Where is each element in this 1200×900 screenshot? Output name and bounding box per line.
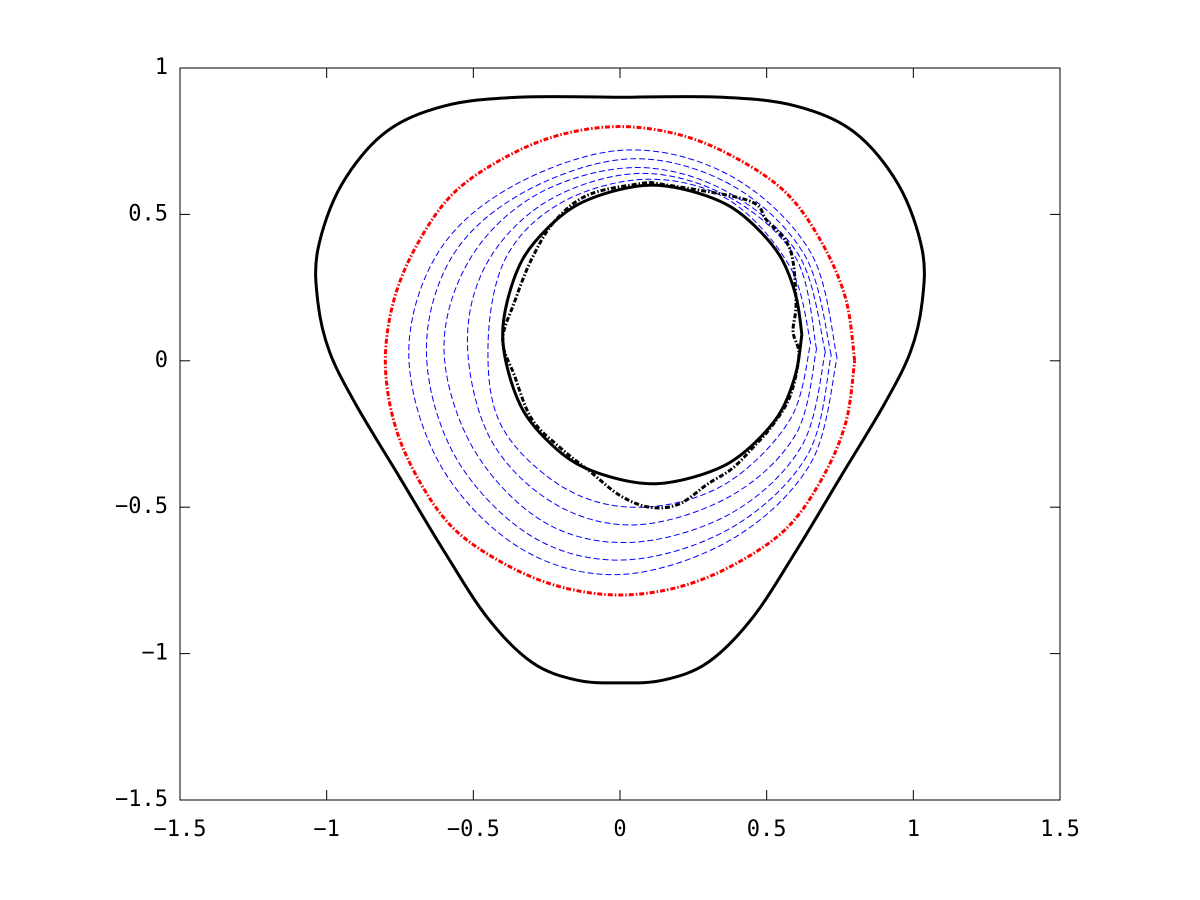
y-tick-label: 0.5 — [128, 201, 168, 226]
curve — [487, 178, 812, 508]
curve — [501, 183, 804, 486]
x-tick-label: −0.5 — [447, 817, 500, 842]
plot-frame — [179, 67, 1061, 801]
curve — [408, 149, 838, 576]
curve — [443, 167, 826, 544]
curve — [501, 180, 801, 510]
x-tick-label: −1 — [313, 817, 340, 842]
x-tick-label: 0.5 — [747, 817, 787, 842]
y-tick-label: −0.5 — [115, 494, 168, 519]
curve — [425, 158, 832, 561]
curve — [383, 125, 857, 597]
y-tick-label: −1.5 — [115, 787, 168, 812]
y-tick-label: −1 — [142, 641, 169, 666]
x-tick-label: 1 — [907, 817, 920, 842]
curve — [466, 172, 818, 526]
y-tick-label: 0 — [155, 348, 168, 373]
x-tick-label: 1.5 — [1040, 817, 1080, 842]
curve — [314, 95, 926, 685]
y-tick-label: 1 — [155, 55, 168, 80]
x-tick-label: −1.5 — [154, 817, 207, 842]
x-tick-label: 0 — [613, 817, 626, 842]
